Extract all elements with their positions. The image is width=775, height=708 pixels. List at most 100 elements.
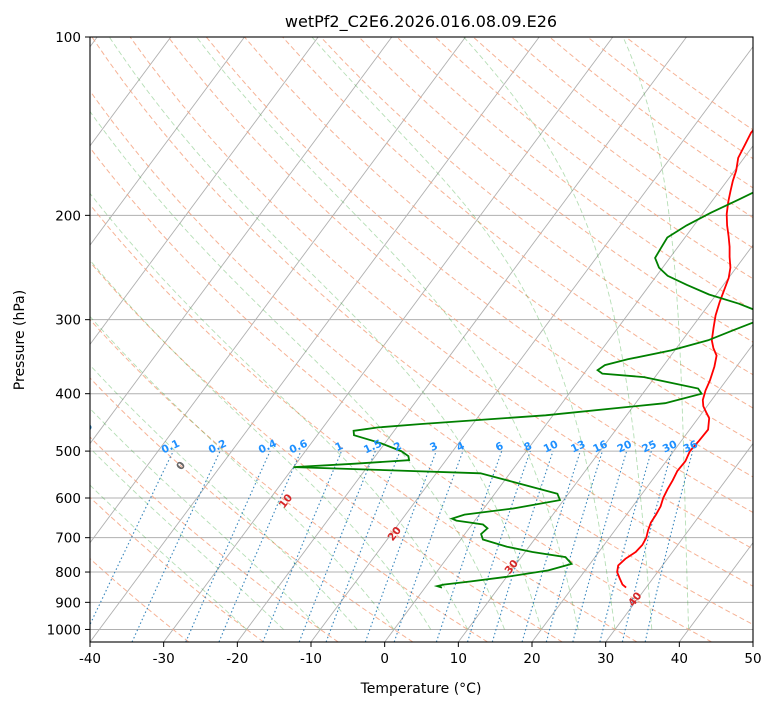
dry-adiabat-line — [549, 37, 753, 189]
mixing-ratio-line — [621, 450, 673, 642]
mixing-ratio-line — [521, 450, 581, 642]
x-tick-label: 30 — [597, 651, 614, 667]
chart-title: wetPf2_C2E6.2026.016.08.09.E26 — [285, 12, 557, 32]
mixing-ratio-line — [545, 450, 603, 642]
mixing-ratio-line — [364, 450, 437, 642]
mixing-ratio-label: 4 — [455, 440, 467, 454]
moist-adiabat-line — [311, 37, 616, 630]
dry-adiabat-label: 10 — [277, 492, 295, 511]
y-axis-ticks: 100 200 300 400 500 600 700 800 900 1000 — [47, 30, 90, 638]
x-tick-label: -10 — [300, 651, 322, 667]
dry-adiabat-line — [167, 37, 753, 514]
dry-adiabat-line — [90, 557, 190, 642]
mixing-ratio-label: 1 — [333, 440, 345, 454]
x-axis-label: Temperature (°C) — [360, 681, 482, 697]
moist-adiabat-line — [622, 37, 690, 630]
y-tick-label: 700 — [55, 531, 81, 547]
dry-adiabat-label: 20 — [386, 525, 404, 544]
moist-adiabat-line — [90, 484, 247, 630]
moist-adiabat-line — [196, 37, 579, 630]
mixing-ratio-line — [325, 450, 401, 642]
mixing-ratio-line — [491, 450, 554, 642]
plot-frame — [89, 36, 754, 643]
isotherm-line — [752, 641, 753, 642]
dry-adiabat-line — [90, 377, 414, 642]
dry-adiabat-line — [472, 37, 753, 249]
dry-adiabat-line — [90, 203, 638, 642]
mixing-ratio-line — [435, 450, 503, 642]
dry-adiabat-line — [129, 37, 753, 550]
mixing-ratio-label: 13 — [569, 438, 587, 455]
y-tick-label: 400 — [55, 387, 81, 403]
mixing-ratio-label: 0.4 — [257, 438, 279, 457]
mixing-ratio-label: 0.6 — [288, 438, 310, 457]
mixing-ratio-line — [298, 450, 376, 642]
mixing-ratio-line — [393, 450, 464, 642]
mixing-ratio-label: 20 — [615, 438, 633, 455]
mixing-ratio-label: 16 — [591, 438, 609, 455]
y-tick-label: 900 — [55, 595, 81, 611]
x-tick-label: -40 — [79, 651, 101, 667]
isotherm-line — [90, 37, 393, 445]
dry-adiabat-line — [434, 37, 753, 280]
isotherm-line — [90, 37, 319, 346]
y-tick-label: 300 — [55, 313, 81, 329]
mixing-ratio-line — [90, 450, 174, 626]
dry-adiabat-label: -20 — [0, 389, 8, 411]
isotherm-line — [236, 37, 687, 642]
background-lines — [90, 37, 753, 642]
y-tick-label: 800 — [55, 565, 81, 581]
sounding-lines — [293, 129, 753, 589]
isotherm-line — [605, 442, 753, 642]
dry-adiabat-line — [90, 496, 264, 642]
mixing-ratio-line — [466, 450, 531, 642]
dewpoint-line — [293, 191, 753, 589]
x-tick-label: 0 — [380, 651, 389, 667]
x-tick-label: 20 — [523, 651, 540, 667]
isotherm-line — [163, 37, 614, 642]
moist-adiabat-line — [90, 259, 432, 630]
mixing-ratio-line — [218, 450, 302, 642]
y-tick-label: 100 — [55, 30, 81, 46]
mixing-ratio-label: 30 — [661, 438, 679, 455]
y-tick-label: 1000 — [47, 622, 81, 638]
moist-adiabat-line — [90, 407, 321, 630]
moist-adiabat-line — [108, 37, 542, 630]
mixing-ratio-line — [644, 450, 694, 642]
x-tick-label: 40 — [671, 651, 688, 667]
moist-adiabat-line — [90, 364, 358, 630]
isotherm-line — [90, 37, 466, 544]
moist-adiabat-line — [463, 37, 653, 630]
x-tick-label: 50 — [744, 651, 761, 667]
dry-adiabat-line — [90, 147, 712, 642]
dry-adiabat-line — [282, 37, 753, 409]
y-tick-label: 500 — [55, 444, 81, 460]
mixing-ratio-label: 25 — [640, 438, 658, 455]
temperature-line — [616, 129, 753, 589]
x-tick-label: -30 — [153, 651, 175, 667]
mixing-ratio-line — [572, 450, 628, 642]
mixing-ratio-label: 2 — [392, 440, 404, 454]
dry-adiabat-line — [511, 37, 753, 219]
mixing-ratio-label: 6 — [494, 440, 506, 454]
mixing-ratio-line — [262, 450, 343, 642]
y-axis-label: Pressure (hPa) — [12, 290, 28, 390]
isotherm-line — [90, 37, 172, 147]
x-tick-label: 10 — [450, 651, 467, 667]
isotherm-line — [90, 37, 540, 642]
moist-adiabat-line — [90, 192, 469, 630]
dry-adiabat-line — [90, 90, 753, 626]
mixing-ratio-label: 10 — [542, 438, 560, 455]
isotherm-line — [384, 145, 753, 642]
dry-adiabat-line — [244, 37, 753, 443]
dry-adiabat-line — [90, 436, 339, 642]
isotherm-line — [457, 244, 753, 642]
dry-adiabat-line — [90, 318, 488, 642]
dry-adiabat-line — [90, 261, 563, 642]
mixing-ratio-line — [131, 450, 221, 642]
mixing-ratio-label: 3 — [428, 440, 440, 454]
y-tick-label: 200 — [55, 208, 81, 224]
isotherm-line — [90, 37, 245, 246]
dry-adiabat-label: -10 — [74, 421, 95, 443]
